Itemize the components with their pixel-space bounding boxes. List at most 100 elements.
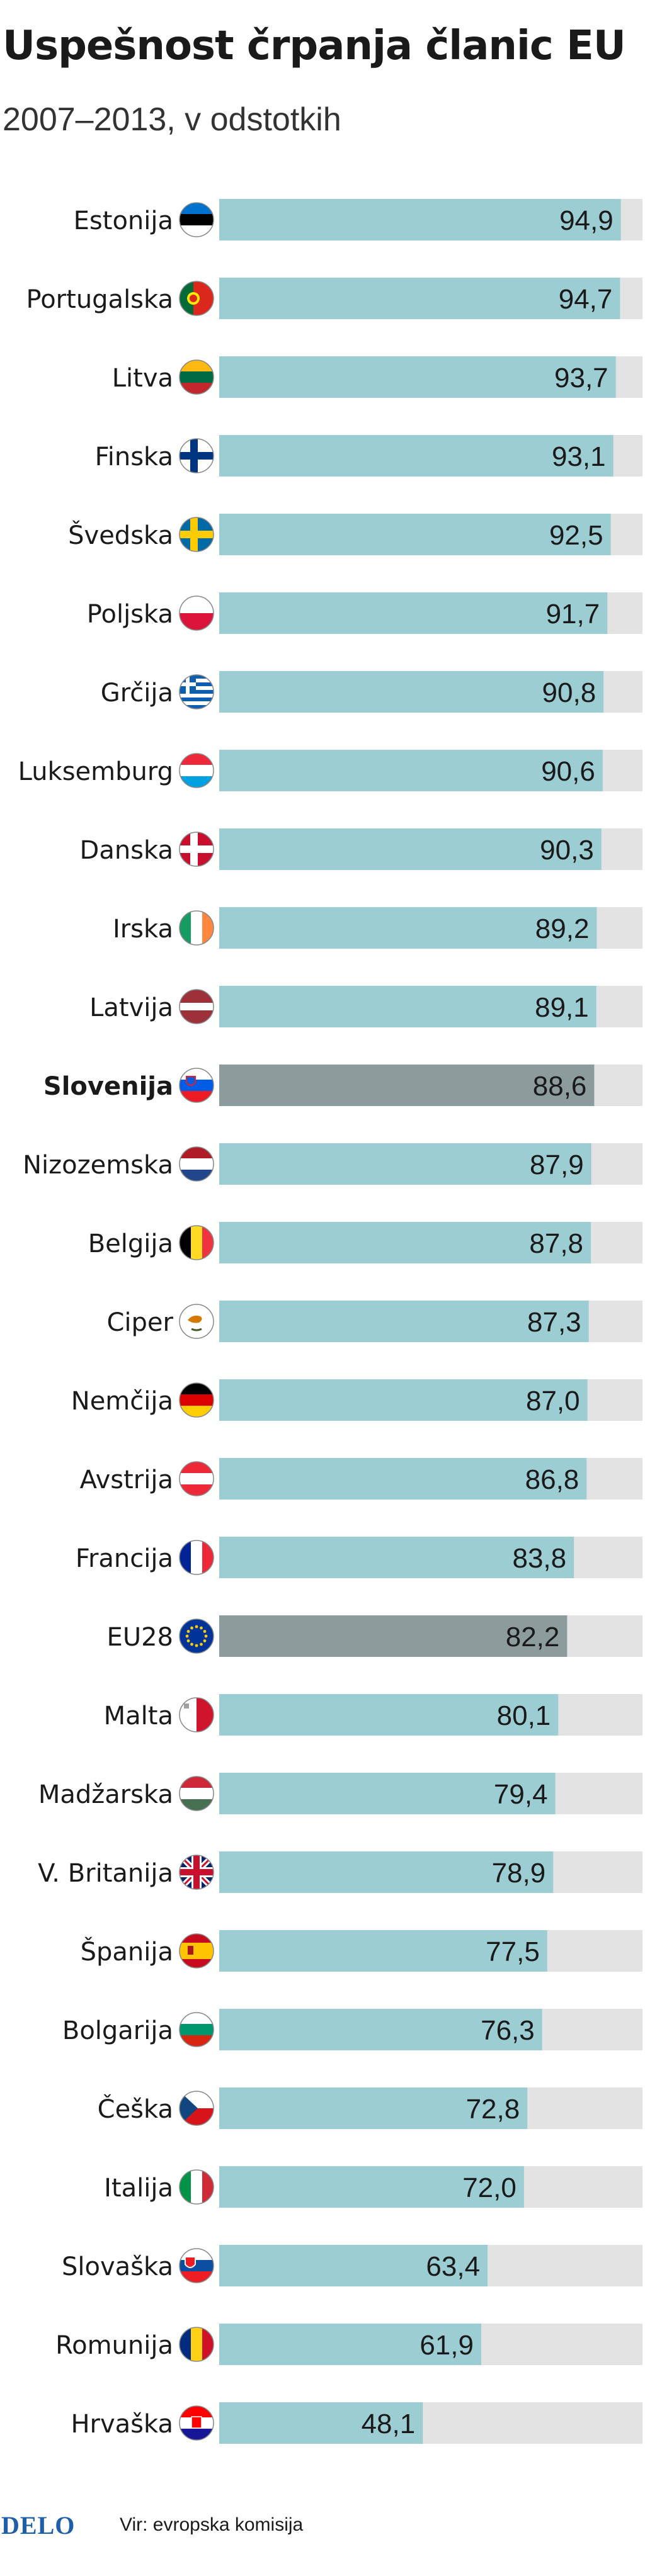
flag-uk-icon	[179, 1855, 214, 1890]
value-label: 48,1	[362, 2409, 416, 2439]
category-label: Danska	[80, 836, 173, 865]
flag-spain-icon	[179, 1933, 214, 1969]
category-label: Bolgarija	[62, 2016, 173, 2045]
value-label: 87,3	[527, 1307, 581, 1338]
category-label: Češka	[98, 2094, 173, 2124]
bar	[219, 278, 620, 319]
flag-ireland-icon	[179, 910, 214, 946]
flag-netherlands-icon	[179, 1146, 214, 1182]
category-label: Švedska	[68, 520, 173, 550]
category-label: Latvija	[89, 993, 173, 1022]
bar	[219, 1458, 587, 1500]
bar	[219, 1773, 556, 1814]
value-label: 83,8	[512, 1543, 566, 1574]
value-label: 92,5	[549, 520, 603, 551]
value-label: 94,9	[559, 205, 614, 236]
bar	[219, 1615, 568, 1657]
bar	[219, 1222, 591, 1263]
flag-portugal-icon	[179, 281, 214, 316]
value-label: 82,2	[506, 1622, 560, 1652]
bar	[219, 2324, 481, 2365]
flag-estonia-icon	[179, 202, 214, 237]
bar	[219, 1379, 588, 1421]
flag-belgium-icon	[179, 1225, 214, 1260]
bar	[219, 1930, 547, 1972]
category-label: Avstrija	[80, 1466, 173, 1494]
category-label: Španija	[81, 1936, 173, 1967]
flag-lithuania-icon	[179, 359, 214, 395]
brand-logo: DELO	[1, 2511, 76, 2539]
category-label: Litva	[112, 364, 173, 393]
bar-chart: 94,9 Estonija 94,7 Portugalska 93,7 Litva 93,1…	[18, 199, 642, 2444]
value-label: 88,6	[533, 1071, 587, 1102]
flag-greece-icon	[179, 674, 214, 709]
flag-malta-icon	[179, 1697, 214, 1732]
value-label: 90,6	[541, 756, 595, 787]
flag-germany-icon	[179, 1382, 214, 1418]
flag-slovenia-icon	[179, 1068, 214, 1103]
flag-czechia-icon	[179, 2091, 214, 2126]
value-label: 63,4	[426, 2251, 480, 2282]
value-label: 72,0	[462, 2172, 517, 2203]
value-label: 78,9	[492, 1858, 546, 1889]
flag-eu-icon	[179, 1618, 214, 1654]
source-note: Vir: evropska komisija	[120, 2514, 304, 2535]
value-label: 93,7	[554, 363, 608, 393]
category-label: Italija	[104, 2174, 173, 2203]
flag-finland-icon	[179, 438, 214, 473]
value-label: 72,8	[466, 2094, 520, 2125]
value-label: 76,3	[481, 2015, 535, 2046]
bar	[219, 1065, 595, 1106]
flag-sweden-icon	[179, 517, 214, 552]
bar	[219, 199, 621, 240]
bar	[219, 1851, 554, 1893]
flag-cyprus-icon	[179, 1304, 214, 1339]
category-label: Slovenija	[43, 1072, 173, 1101]
category-label: Grčija	[101, 679, 173, 708]
bar	[219, 671, 604, 713]
category-label: Hrvaška	[71, 2410, 173, 2439]
bar	[219, 2245, 488, 2286]
bar	[219, 750, 603, 791]
bar	[219, 2402, 423, 2444]
bar	[219, 592, 608, 634]
category-label: Estonija	[74, 206, 173, 235]
value-label: 87,0	[526, 1386, 580, 1416]
bar	[219, 986, 596, 1027]
value-label: 87,8	[529, 1228, 583, 1259]
category-label: Romunija	[55, 2331, 173, 2360]
category-label: Portugalska	[26, 285, 173, 314]
bar	[219, 1301, 589, 1342]
category-label: Slovaška	[62, 2252, 173, 2281]
bar	[219, 2087, 528, 2129]
value-label: 61,9	[420, 2330, 474, 2361]
category-label: Nizozemska	[23, 1151, 173, 1180]
flag-slovakia-icon	[179, 2248, 214, 2283]
flag-latvia-icon	[179, 989, 214, 1024]
value-label: 90,8	[542, 677, 596, 708]
category-label: V. Britanija	[38, 1859, 173, 1888]
flag-denmark-icon	[179, 832, 214, 867]
flag-hungary-icon	[179, 1776, 214, 1811]
chart-subtitle: 2007–2013, v odstotkih	[3, 101, 341, 138]
value-label: 93,1	[552, 441, 606, 472]
value-label: 87,9	[530, 1150, 584, 1180]
category-label: Poljska	[87, 600, 173, 629]
bar	[219, 1143, 591, 1185]
bar	[219, 435, 614, 477]
category-label: EU28	[107, 1623, 173, 1652]
category-label: Nemčija	[71, 1387, 173, 1416]
bar	[219, 907, 597, 949]
bar	[219, 1694, 559, 1736]
value-label: 89,2	[535, 913, 590, 944]
flag-luxembourg-icon	[179, 753, 214, 788]
flag-france-icon	[179, 1540, 214, 1575]
value-label: 77,5	[486, 1936, 540, 1967]
value-label: 94,7	[559, 284, 613, 315]
footer: DELO Vir: evropska komisija	[0, 2505, 645, 2543]
flag-romania-icon	[179, 2327, 214, 2362]
category-label: Madžarska	[38, 1780, 173, 1809]
flag-croatia-icon	[179, 2405, 214, 2441]
category-label: Francija	[76, 1544, 173, 1573]
value-label: 80,1	[497, 1700, 551, 1731]
